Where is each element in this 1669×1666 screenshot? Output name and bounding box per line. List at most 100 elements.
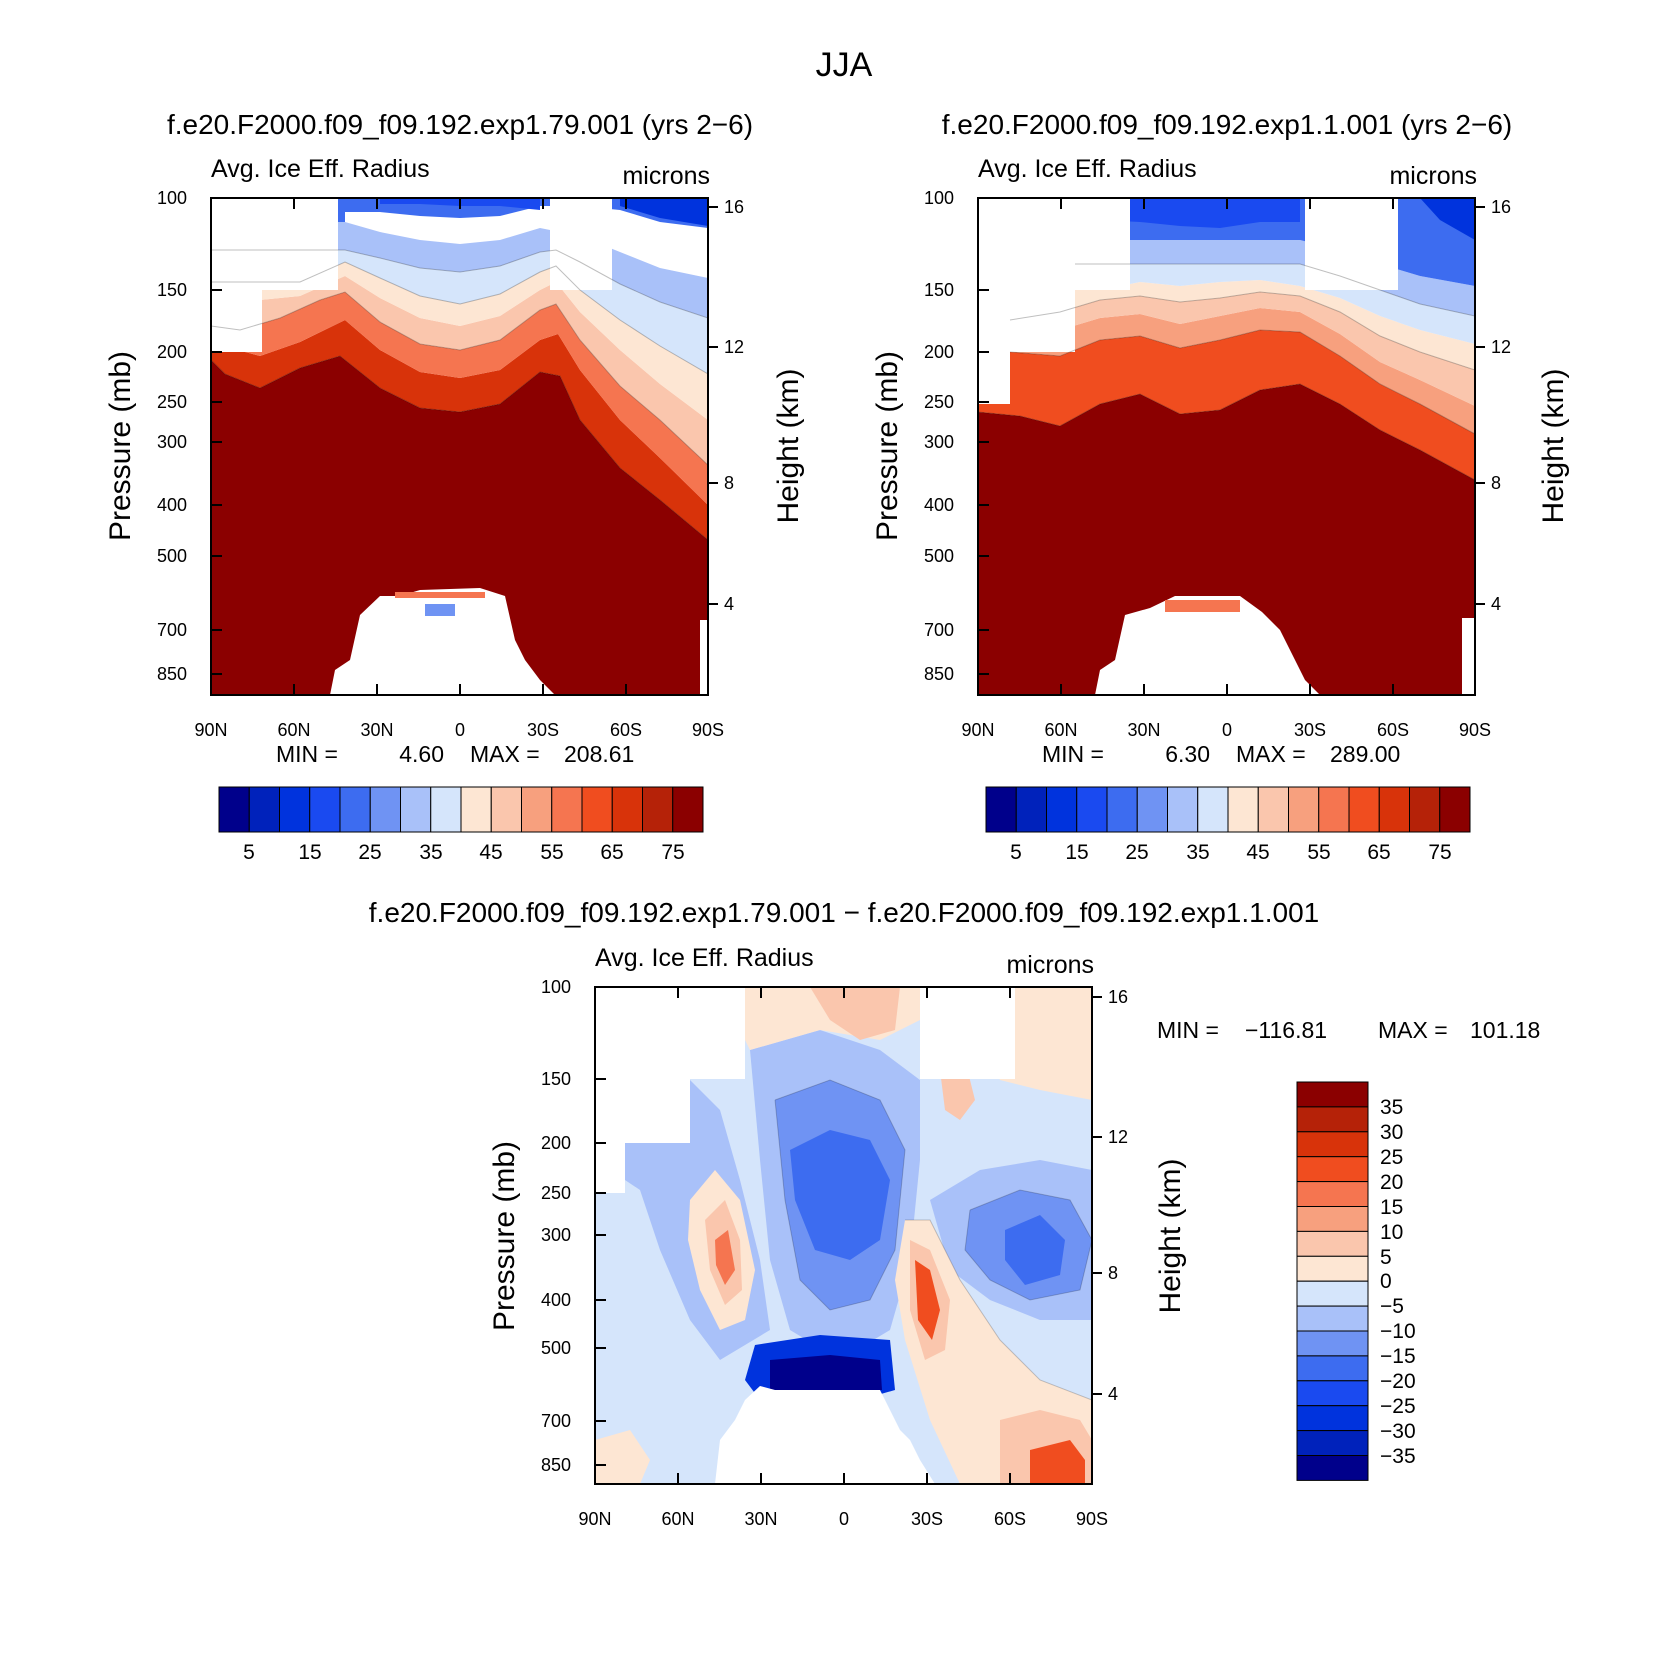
- right-colorbar-box-11: [1318, 786, 1350, 833]
- left-ytick-label-300: 300: [157, 432, 187, 452]
- diff-y2tick-label-12: 12: [1108, 1127, 1128, 1147]
- right-xtick-label-90N: 90N: [961, 720, 994, 740]
- diff-contour-line-0: [774, 1079, 906, 1311]
- left-contour-lines: [211, 249, 708, 541]
- diff-colorbar-box-14: [1296, 1430, 1369, 1456]
- diff-ytick-label-200: 200: [541, 1133, 571, 1153]
- left-band-blue-strip: [425, 604, 455, 616]
- diff-colorbar-box-8: [1296, 1280, 1369, 1307]
- diff-band-pos5-sw: [595, 1430, 650, 1484]
- left-xtick-label-30N: 30N: [360, 720, 393, 740]
- diff-missing-mask-a: [595, 987, 745, 1193]
- right-band-10: [1010, 292, 1475, 406]
- right-colorbar-box-4: [1106, 786, 1138, 833]
- diff-colorbar-box-11: [1296, 1355, 1369, 1382]
- left-xtick-label-90S: 90S: [692, 720, 724, 740]
- left-xtick-label-30S: 30S: [527, 720, 559, 740]
- diff-contour-lines: [774, 1079, 1092, 1401]
- diff-colorbar-label-neg10: −10: [1380, 1320, 1416, 1343]
- right-contour-line-1: [1009, 329, 1475, 435]
- left-colorbar-label-15: 15: [298, 841, 321, 864]
- diff-colorbar-label-20: 20: [1380, 1171, 1403, 1194]
- diff-band-pos25-south-plume: [915, 1260, 940, 1340]
- left-colorbar-box-2: [279, 786, 311, 833]
- right-colorbar-box-14: [1409, 786, 1441, 833]
- left-colorbar-box-6: [400, 786, 432, 833]
- right-colorbar-box-1: [1015, 786, 1047, 833]
- diff-plot-area: [595, 987, 1092, 1484]
- diff-ylabel: Pressure (mb): [488, 1141, 521, 1331]
- diff-yticks: [595, 986, 1102, 1466]
- right-run-title: f.e20.F2000.f09_f09.192.exp1.1.001 (yrs …: [942, 109, 1513, 140]
- left-band-9: [211, 262, 708, 420]
- left-ytick-label-100: 100: [157, 188, 187, 208]
- diff-band-neg20-center: [790, 1130, 890, 1260]
- diff-colorbar-label-neg5: −5: [1380, 1295, 1404, 1318]
- diff-max-value: 101.18: [1470, 1017, 1540, 1043]
- right-y2tick-label-16: 16: [1491, 197, 1511, 217]
- right-contour-field: [978, 198, 1475, 695]
- diff-colorbar-label-25: 25: [1380, 1146, 1403, 1169]
- right-units-label: microns: [1389, 162, 1477, 190]
- diff-colorbar-box-4: [1296, 1181, 1369, 1207]
- left-xtick-label-90N: 90N: [194, 720, 227, 740]
- diff-surface-mask: [715, 1386, 935, 1484]
- right-variable-label: Avg. Ice Eff. Radius: [978, 155, 1197, 183]
- left-missing-mask-a: [211, 198, 338, 352]
- right-surface-mask: [1095, 596, 1320, 695]
- left-xtick-label-0: 0: [455, 720, 465, 740]
- panel-diff: f.e20.F2000.f09_f09.192.exp1.79.001 − f.…: [369, 897, 1541, 1529]
- diff-missing-mask-b: [920, 987, 1015, 1079]
- right-band-9: [1060, 280, 1475, 370]
- diff-colorbar-label-neg15: −15: [1380, 1345, 1416, 1368]
- diff-colorbar-box-13: [1296, 1405, 1369, 1432]
- right-colorbar: 5 15 25 35 45 55 65 75: [985, 786, 1471, 864]
- diff-colorbar-box-0: [1296, 1081, 1369, 1108]
- left-run-title: f.e20.F2000.f09_f09.192.exp1.79.001 (yrs…: [167, 109, 753, 140]
- right-yticks: [978, 197, 1485, 675]
- right-band-7: [1075, 240, 1475, 316]
- left-colorbar-label-65: 65: [600, 841, 623, 864]
- diff-colorbar-box-10: [1296, 1330, 1369, 1357]
- diff-band-neg-surface-dark: [770, 1355, 882, 1392]
- right-contour-line-0: [978, 383, 1475, 481]
- left-max-label: MAX =: [470, 741, 540, 767]
- diff-band-pos25-pole: [1030, 1440, 1085, 1484]
- left-y2tick-label-16: 16: [724, 197, 744, 217]
- right-colorbar-box-8: [1227, 786, 1259, 833]
- right-colorbar-label-45: 45: [1246, 841, 1269, 864]
- left-contour-field: [211, 198, 708, 695]
- diff-colorbar-label-neg30: −30: [1380, 1420, 1416, 1443]
- right-ytick-label-200: 200: [924, 342, 954, 362]
- diff-colorbar: 35 30 25 20 15 10 5 0 −5 −10 −15 −20 −25…: [1296, 1081, 1416, 1481]
- left-missing-mask-c: [700, 620, 708, 695]
- diff-run-title: f.e20.F2000.f09_f09.192.exp1.79.001 − f.…: [369, 897, 1319, 928]
- diff-band-neg20-south: [1005, 1215, 1065, 1285]
- diff-colorbar-box-9: [1296, 1305, 1369, 1332]
- diff-colorbar-box-2: [1296, 1131, 1369, 1158]
- left-contour-line-3: [211, 249, 708, 319]
- diff-y2tick-label-8: 8: [1108, 1263, 1118, 1283]
- left-colorbar-box-15: [672, 786, 704, 833]
- diff-xtick-label-0: 0: [839, 1509, 849, 1529]
- right-colorbar-label-65: 65: [1367, 841, 1390, 864]
- left-colorbar-box-12: [581, 786, 613, 833]
- diff-colorbar-box-3: [1296, 1156, 1369, 1183]
- right-band-14: [978, 330, 1475, 480]
- left-colorbar-box-9: [490, 786, 522, 833]
- right-band-12: [1010, 308, 1475, 434]
- left-y2tick-label-12: 12: [724, 337, 744, 357]
- left-colorbar-label-25: 25: [358, 841, 381, 864]
- right-y2tick-label-8: 8: [1491, 473, 1501, 493]
- left-colorbar-label-35: 35: [419, 841, 442, 864]
- left-colorbar-box-5: [369, 786, 401, 833]
- diff-band-pos20-west-plume: [715, 1230, 735, 1285]
- right-xtick-label-60S: 60S: [1377, 720, 1409, 740]
- left-ytick-label-250: 250: [157, 392, 187, 412]
- right-colorbar-box-2: [1046, 786, 1078, 833]
- right-colorbar-box-15: [1439, 786, 1471, 833]
- right-missing-mask-c: [1462, 618, 1475, 695]
- left-surface-mask: [330, 588, 555, 695]
- right-band-4: [1100, 198, 1300, 228]
- left-ytick-label-150: 150: [157, 280, 187, 300]
